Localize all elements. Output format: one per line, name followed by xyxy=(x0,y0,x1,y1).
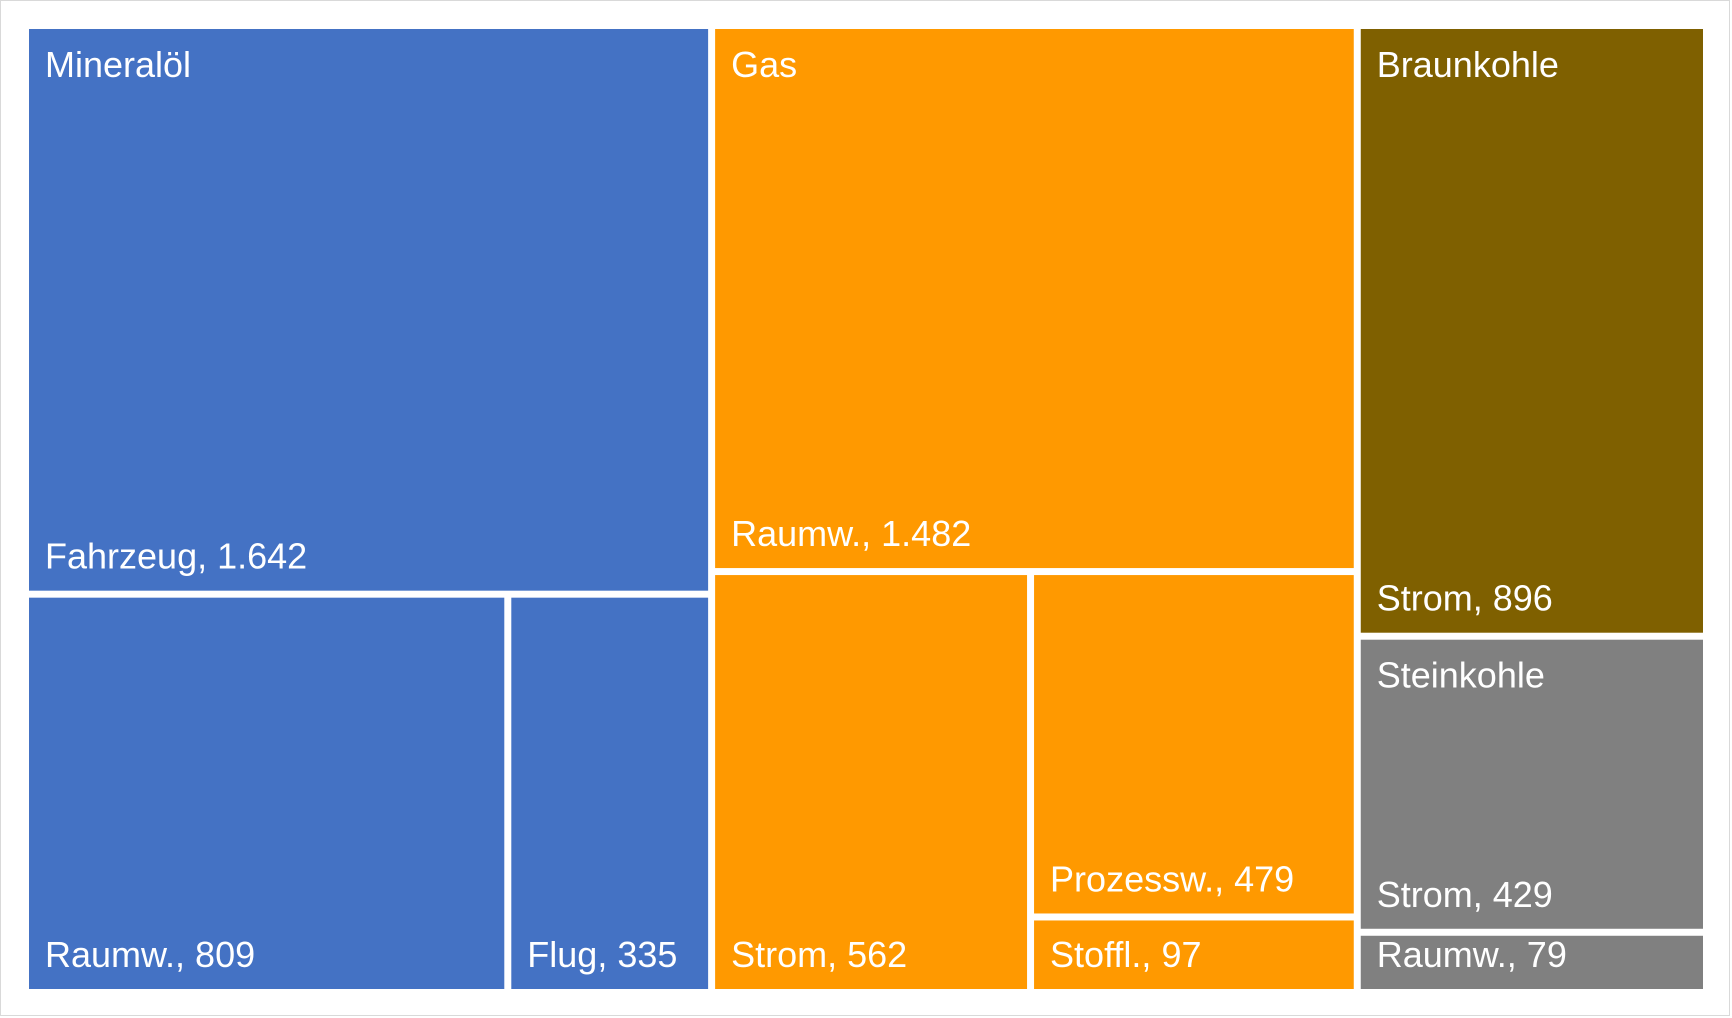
leaf-label-mineraloel-flug: Flug, 335 xyxy=(527,934,677,975)
tile-steinkohle-strom xyxy=(1360,639,1703,929)
group-label-mineraloel: Mineralöl xyxy=(45,44,191,85)
tile-steinkohle-raumw xyxy=(1360,935,1703,989)
group-label-braunkohle: Braunkohle xyxy=(1377,44,1559,85)
leaf-label-gas-raumw: Raumw., 1.482 xyxy=(731,513,971,554)
tile-gas-strom xyxy=(715,575,1028,989)
leaf-label-steinkohle-strom: Strom, 429 xyxy=(1377,874,1553,915)
leaf-label-steinkohle-raumw: Raumw., 79 xyxy=(1377,934,1567,975)
leaf-label-mineraloel-fahrzeug: Fahrzeug, 1.642 xyxy=(45,536,307,577)
leaf-label-gas-strom: Strom, 562 xyxy=(731,934,907,975)
leaf-label-gas-prozessw: Prozessw., 479 xyxy=(1050,858,1294,899)
tile-gas-prozessw xyxy=(1034,575,1354,914)
tile-braunkohle-strom xyxy=(1360,29,1703,633)
leaf-label-braunkohle-strom: Strom, 896 xyxy=(1377,578,1553,619)
leaf-label-mineraloel-raumw: Raumw., 809 xyxy=(45,934,255,975)
group-label-steinkohle: Steinkohle xyxy=(1377,655,1545,696)
tile-mineraloel-fahrzeug xyxy=(29,29,709,591)
tile-mineraloel-raumw xyxy=(29,597,505,989)
group-label-gas: Gas xyxy=(731,44,797,85)
leaf-label-gas-stoffl: Stoffl., 97 xyxy=(1050,934,1201,975)
tile-gas-stoffl xyxy=(1034,920,1354,989)
tile-gas-raumw xyxy=(715,29,1354,569)
tile-mineraloel-flug xyxy=(511,597,709,989)
